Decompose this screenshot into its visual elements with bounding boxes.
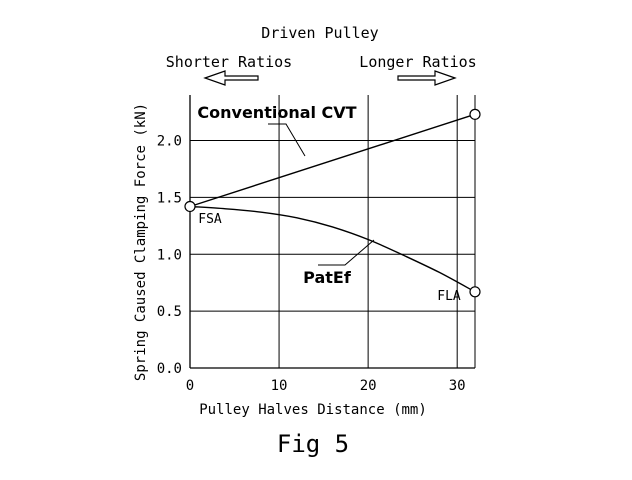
x-axis-label: Pulley Halves Distance (mm) — [199, 402, 427, 418]
y-tick-label: 1.5 — [157, 190, 182, 206]
figure-caption: Fig 5 — [277, 430, 349, 458]
series-label-conventional-cvt: Conventional CVT — [197, 103, 356, 122]
x-tick-label: 20 — [360, 378, 377, 394]
endpoint-marker — [469, 108, 481, 120]
shorter-ratios-label: Shorter Ratios — [166, 53, 292, 71]
longer-ratios-label: Longer Ratios — [359, 53, 476, 71]
leader-line-patef — [318, 239, 375, 266]
grid — [189, 95, 476, 369]
series-label-patef: PatEf — [303, 268, 352, 287]
y-tick-label: 0.5 — [157, 304, 182, 320]
start-marker — [184, 200, 196, 213]
annotation-fsa: FSA — [198, 212, 222, 227]
leader-line-conventional-cvt — [268, 123, 306, 157]
annotation-fla: FLA — [437, 289, 461, 304]
longer-ratios-arrow-icon — [397, 70, 457, 86]
x-tick-label: 0 — [186, 378, 194, 394]
y-tick-label: 0.0 — [157, 361, 182, 377]
series-line-0 — [189, 113, 476, 208]
shorter-ratios-arrow-icon — [203, 70, 259, 86]
y-tick-label: 2.0 — [157, 134, 182, 150]
endpoint-markers — [184, 108, 481, 298]
series-line-1 — [189, 205, 476, 293]
endpoint-marker — [469, 286, 481, 298]
x-tick-label: 30 — [449, 378, 466, 394]
y-tick-label: 1.0 — [157, 247, 182, 263]
y-axis-label: Spring Caused Clamping Force (kN) — [133, 103, 149, 381]
chart-title: Driven Pulley — [261, 24, 378, 42]
x-tick-label: 10 — [271, 378, 288, 394]
series-lines — [189, 113, 476, 293]
tick-labels: 0 10 20 30 0.0 0.5 1.0 1.5 2.0 — [157, 134, 466, 395]
